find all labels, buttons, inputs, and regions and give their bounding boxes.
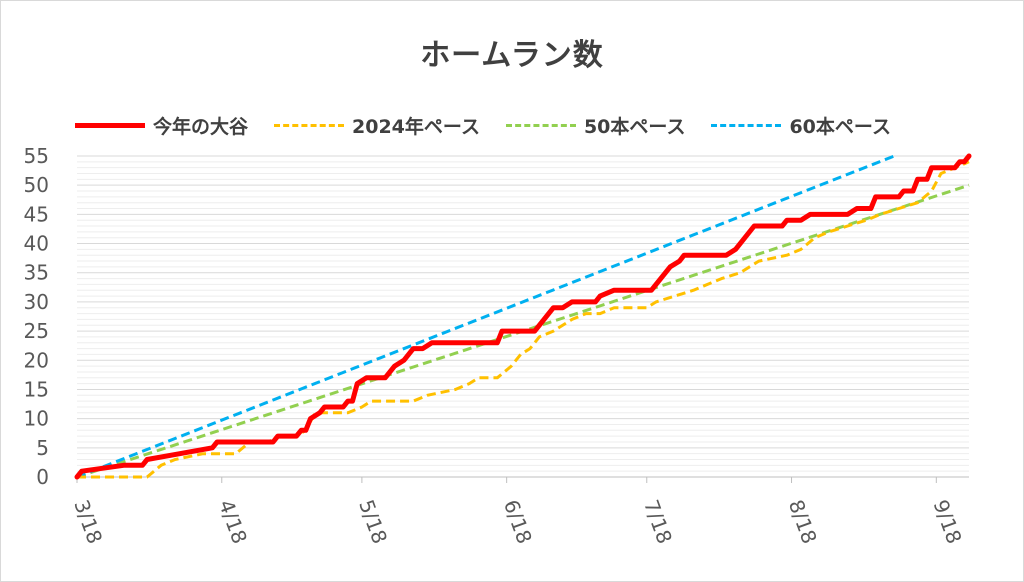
x-tick-label: 6/18 <box>499 497 537 547</box>
x-tick-label: 9/18 <box>929 497 967 547</box>
y-tick-label: 15 <box>24 377 49 401</box>
legend-item-50-pace: 50本ペース <box>505 112 686 139</box>
legend-item-2024-pace: 2024年ペース <box>274 112 480 139</box>
legend-label-2024-pace: 2024年ペース <box>352 115 480 138</box>
legend-swatch-50-pace <box>505 123 576 127</box>
legend: 今年の大谷 2024年ペース 50本ペース 60本ペース <box>75 112 917 138</box>
y-tick-label: 40 <box>24 232 49 256</box>
y-tick-label: 30 <box>24 290 49 314</box>
y-tick-label: 35 <box>24 261 49 285</box>
legend-label-otani: 今年の大谷 <box>153 115 249 138</box>
legend-swatch-2024-pace <box>274 123 345 127</box>
legend-swatch-60-pace <box>711 123 782 127</box>
y-tick-label: 55 <box>24 144 49 168</box>
legend-item-otani: 今年の大谷 <box>75 112 248 139</box>
series-line-60-pace <box>76 154 895 479</box>
legend-item-60-pace: 60本ペース <box>711 112 891 139</box>
y-tick-label: 0 <box>36 465 49 489</box>
legend-label-50-pace: 50本ペース <box>583 115 686 138</box>
y-tick-label: 10 <box>24 407 49 431</box>
x-tick-label: 4/18 <box>214 497 252 547</box>
y-tick-label: 45 <box>24 202 49 226</box>
x-tick-label: 8/18 <box>784 497 822 547</box>
legend-label-60-pace: 60本ペース <box>789 115 891 138</box>
x-tick-label: 5/18 <box>354 497 392 547</box>
series-line-otani <box>74 153 972 480</box>
legend-swatch-otani <box>75 122 145 128</box>
y-tick-label: 5 <box>36 436 49 460</box>
y-tick-label: 25 <box>24 319 49 343</box>
y-tick-label: 50 <box>24 173 49 197</box>
y-tick-label: 20 <box>24 348 49 372</box>
x-tick-label: 3/18 <box>69 497 107 547</box>
chart-title: ホームラン数 <box>420 38 604 73</box>
x-tick-label: 7/18 <box>639 497 677 547</box>
